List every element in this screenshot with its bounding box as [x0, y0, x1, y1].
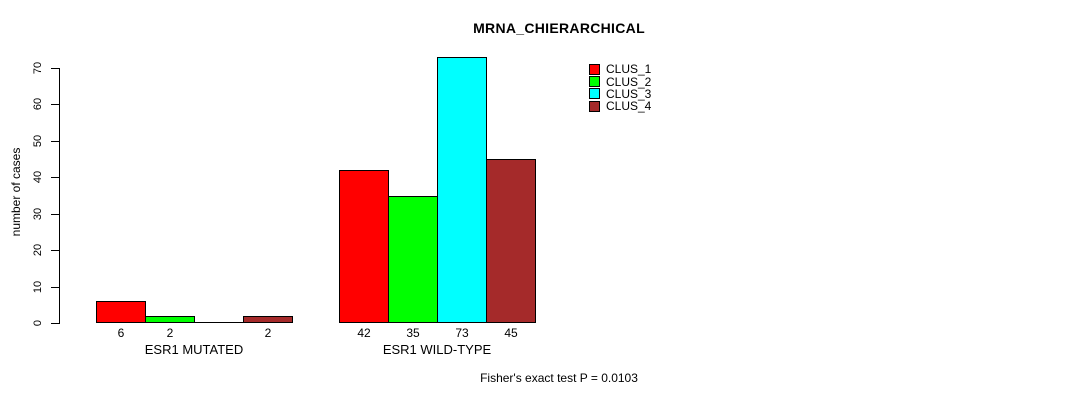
y-tick	[51, 287, 59, 288]
bar-CLUS_2	[388, 196, 438, 323]
y-tick-label: 70	[32, 61, 44, 75]
x-group-label: ESR1 MUTATED	[144, 342, 244, 357]
bar-value-label: 2	[264, 326, 272, 340]
y-tick	[51, 323, 59, 324]
stat-annotation: Fisher's exact test P = 0.0103	[480, 371, 638, 385]
y-tick-label: 30	[32, 207, 44, 221]
y-tick	[51, 68, 59, 69]
legend-label: CLUS_1	[606, 62, 652, 77]
bar-CLUS_2	[145, 316, 195, 323]
bar-value-label: 6	[117, 326, 125, 340]
y-tick-label: 0	[32, 319, 44, 327]
legend-item: CLUS_2	[589, 74, 652, 89]
y-tick-label: 20	[32, 243, 44, 257]
bar-value-label: 73	[455, 326, 469, 340]
legend-item: CLUS_1	[589, 63, 651, 75]
legend-swatch-CLUS_4	[589, 100, 600, 112]
bar-CLUS_1	[96, 301, 146, 323]
y-tick	[51, 104, 59, 105]
y-axis-line	[59, 68, 60, 324]
y-tick	[51, 177, 59, 178]
x-group-label: ESR1 WILD-TYPE	[382, 342, 492, 357]
bar-CLUS_3-zero	[194, 322, 244, 323]
legend-item: CLUS_3	[589, 88, 651, 100]
legend-swatch-CLUS_3	[589, 88, 600, 100]
y-tick-label: 10	[32, 280, 44, 294]
chart-title: MRNA_CHIERARCHICAL	[473, 20, 645, 36]
legend-swatch-CLUS_1	[589, 63, 600, 75]
y-tick-label: 40	[32, 170, 44, 184]
bar-value-label: 35	[406, 326, 420, 340]
y-tick-label: 60	[32, 97, 44, 111]
legend-swatch-CLUS_2	[589, 76, 600, 88]
bar-CLUS_1	[339, 170, 389, 323]
legend: CLUS_1 CLUS_2 CLUS_3 CLUS_4	[589, 63, 651, 113]
y-tick	[51, 214, 59, 215]
bar-CLUS_4	[243, 316, 293, 323]
legend-label: CLUS_2	[606, 74, 652, 89]
bar-value-label: 2	[166, 326, 174, 340]
legend-label: CLUS_3	[606, 86, 652, 101]
y-axis-label: number of cases	[9, 147, 23, 237]
bar-value-label: 45	[504, 326, 518, 340]
y-tick-label: 50	[32, 134, 44, 148]
legend-label: CLUS_4	[606, 99, 652, 114]
bar-CLUS_3	[437, 57, 487, 323]
bar-CLUS_4	[486, 159, 536, 323]
y-tick	[51, 141, 59, 142]
legend-item: CLUS_4	[589, 100, 651, 112]
bar-value-label: 42	[357, 326, 371, 340]
y-tick	[51, 250, 59, 251]
